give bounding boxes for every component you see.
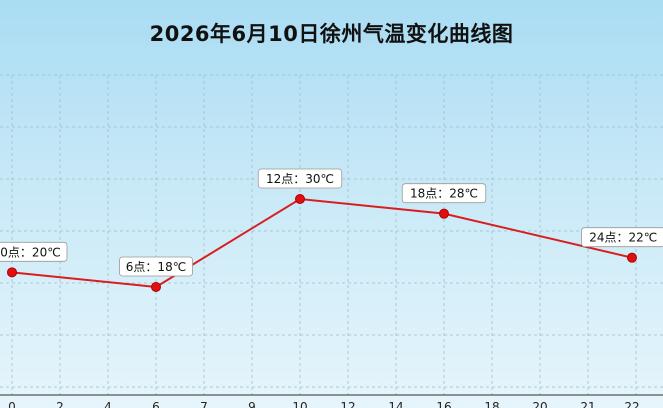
data-label-text: 18点：28℃	[410, 187, 478, 201]
data-label: 6点：18℃	[119, 256, 193, 277]
data-label: 0点：20℃	[0, 241, 68, 262]
x-tick-labels: 0 2 4 6 7 9 10 12 14 16 18 20 21 22	[8, 400, 639, 408]
x-tick-label: 18	[484, 400, 499, 408]
data-label-text: 24点：22℃	[589, 231, 657, 245]
data-point	[439, 208, 449, 219]
data-label-box	[401, 183, 487, 204]
x-tick-label: 6	[152, 400, 160, 408]
data-point	[151, 282, 161, 292]
x-tick-label: 4	[104, 400, 112, 408]
x-tick-label: 21	[580, 400, 595, 408]
x-tick-label: 16	[436, 400, 451, 408]
data-label-box	[257, 168, 343, 189]
data-label-text: 6点：18℃	[126, 260, 186, 274]
x-tick-label: 9	[248, 400, 256, 408]
data-label-box	[119, 256, 193, 277]
x-tick-label: 10	[292, 400, 307, 408]
chart-title: 2026年6月10日徐州气温变化曲线图	[149, 22, 514, 46]
data-label-text: 12点：30℃	[266, 172, 334, 186]
temperature-series-line	[11, 197, 633, 289]
data-label-text: 0点：20℃	[0, 245, 60, 259]
x-tick-label: 12	[340, 400, 355, 408]
grid	[0, 74, 663, 395]
x-tick-label: 20	[532, 400, 547, 408]
data-point	[627, 252, 637, 263]
x-tick-label: 7	[200, 400, 208, 408]
x-tick-label: 22	[624, 400, 639, 408]
x-tick-label: 2	[56, 400, 64, 408]
data-point	[7, 267, 17, 278]
x-tick-label: 14	[388, 400, 403, 408]
data-label: 12点：30℃	[257, 168, 343, 189]
data-label: 24点：22℃	[581, 227, 663, 248]
data-label: 18点：28℃	[401, 183, 487, 204]
data-point	[295, 194, 305, 205]
x-tick-label: 0	[8, 400, 16, 408]
data-label-box	[0, 241, 68, 262]
data-label-box	[581, 227, 663, 248]
